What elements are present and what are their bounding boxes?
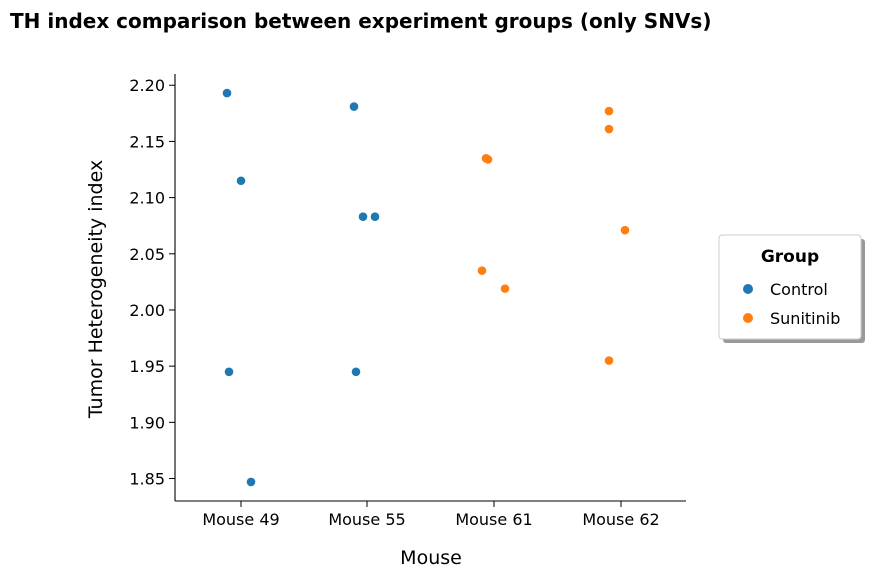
legend-label: Sunitinib	[770, 309, 840, 328]
y-tick-label: 1.85	[129, 470, 165, 489]
x-ticks: Mouse 49 Mouse 55 Mouse 61 Mouse 62	[202, 501, 660, 529]
y-tick-label: 1.95	[129, 357, 165, 376]
data-point-control	[351, 367, 361, 377]
data-point-sunitinib	[477, 266, 487, 275]
legend-marker-sunitinib	[743, 313, 753, 323]
data-point-control	[358, 212, 368, 222]
y-tick-label: 2.20	[129, 76, 165, 95]
data-point-control	[246, 477, 256, 487]
legend-title: Group	[761, 247, 819, 267]
x-tick-label: Mouse 61	[455, 510, 532, 529]
data-point-control	[224, 367, 234, 377]
y-tick-label: 2.00	[129, 301, 165, 320]
plot-area: 1.85 1.90 1.95 2.00 2.05 2.10 2.15 2.20 Mouse 4…	[129, 74, 686, 529]
y-tick-label: 2.10	[129, 189, 165, 208]
data-point-sunitinib	[620, 225, 630, 235]
data-point-control	[236, 176, 246, 186]
legend-label: Control	[770, 280, 828, 299]
y-axis-label: Tumor Heterogeneity index	[85, 160, 107, 419]
data-point-sunitinib	[604, 356, 614, 365]
y-tick-label: 2.05	[129, 245, 165, 264]
data-point-sunitinib	[483, 155, 493, 164]
y-ticks: 1.85 1.90 1.95 2.00 2.05 2.10 2.15 2.20	[129, 76, 175, 489]
legend-items: Control Sunitinib	[743, 280, 840, 328]
legend-box	[718, 234, 862, 340]
x-axis-label: Mouse	[400, 547, 462, 569]
data-point-sunitinib	[604, 106, 614, 116]
legend-marker-control	[743, 284, 753, 294]
data-point-control	[349, 102, 359, 111]
legend: Group Control Sunitinib	[718, 234, 865, 343]
chart-title: TH index comparison between experiment g…	[10, 9, 711, 33]
y-tick-label: 2.15	[129, 132, 165, 151]
data-points	[222, 88, 630, 487]
x-tick-label: Mouse 55	[328, 510, 405, 529]
x-tick-label: Mouse 62	[582, 510, 659, 529]
data-point-control	[222, 88, 232, 98]
y-tick-label: 1.90	[129, 413, 165, 432]
data-point-control	[370, 212, 380, 222]
x-tick-label: Mouse 49	[202, 510, 279, 529]
data-point-sunitinib	[500, 284, 510, 293]
data-point-sunitinib	[604, 124, 614, 134]
